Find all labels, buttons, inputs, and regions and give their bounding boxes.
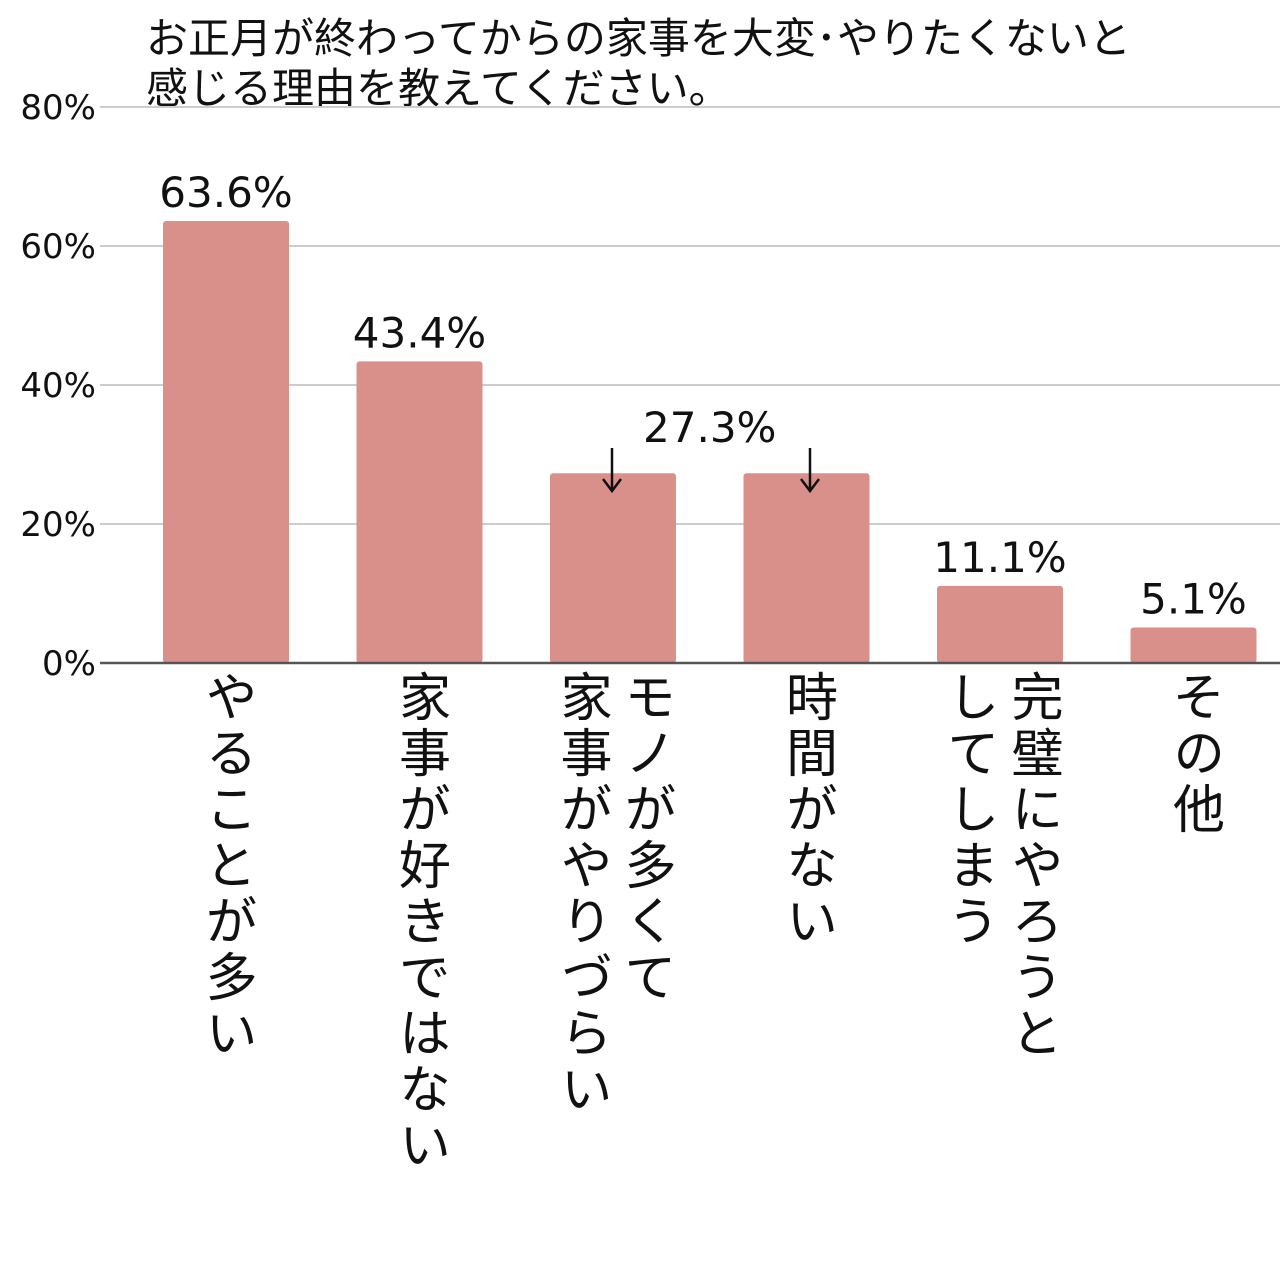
arrow-to-bar-2: [602, 448, 622, 494]
y-axis-tick-labels: 0% 20% 40% 60% 80%: [20, 88, 96, 684]
bar-3: [743, 473, 870, 663]
y-tick-label-0: 0%: [42, 644, 96, 684]
bar-1: [356, 361, 483, 663]
data-labels: 63.6% 43.4% 11.1% 5.1%: [159, 168, 1247, 624]
y-tick-label-1: 20%: [20, 505, 96, 545]
gridlines: [100, 106, 1280, 525]
y-tick-label-2: 40%: [20, 366, 96, 406]
chart-title-line-2: 感じる理由を教えてください。: [146, 64, 731, 113]
bar-5: [1130, 627, 1257, 663]
shared-label-annotation: 27.3%: [602, 403, 820, 494]
arrow-to-bar-2-head: [602, 478, 622, 494]
bars: [163, 220, 1257, 664]
chart-title-line-1: お正月が終わってからの家事を大変･やりたくないと: [146, 14, 1131, 63]
y-tick-label-4: 80%: [20, 88, 96, 128]
data-label-5: 5.1%: [1140, 575, 1247, 624]
data-label-0: 63.6%: [159, 168, 292, 217]
category-label-2: モノが多くて 家事がやりづらい: [551, 670, 675, 1118]
chart-title: お正月が終わってからの家事を大変･やりたくないと 感じる理由を教えてください。: [146, 14, 1266, 114]
category-label-4: 完璧にやろうと してしまう: [938, 670, 1062, 1062]
bar-2: [550, 473, 676, 663]
arrow-to-bar-3-head: [800, 478, 820, 494]
category-label-1: 家事が好きではない: [389, 670, 450, 1174]
bar-4: [937, 585, 1063, 663]
category-label-3: 時間がない: [776, 670, 837, 950]
data-label-4: 11.1%: [933, 533, 1066, 582]
arrow-to-bar-3: [800, 448, 820, 494]
y-tick-label-3: 60%: [20, 227, 96, 267]
shared-data-label: 27.3%: [643, 403, 776, 452]
category-label-5: その他: [1163, 670, 1224, 838]
bar-0: [163, 220, 289, 664]
data-label-1: 43.4%: [353, 308, 486, 357]
category-label-0: やることが多い: [196, 670, 256, 1062]
